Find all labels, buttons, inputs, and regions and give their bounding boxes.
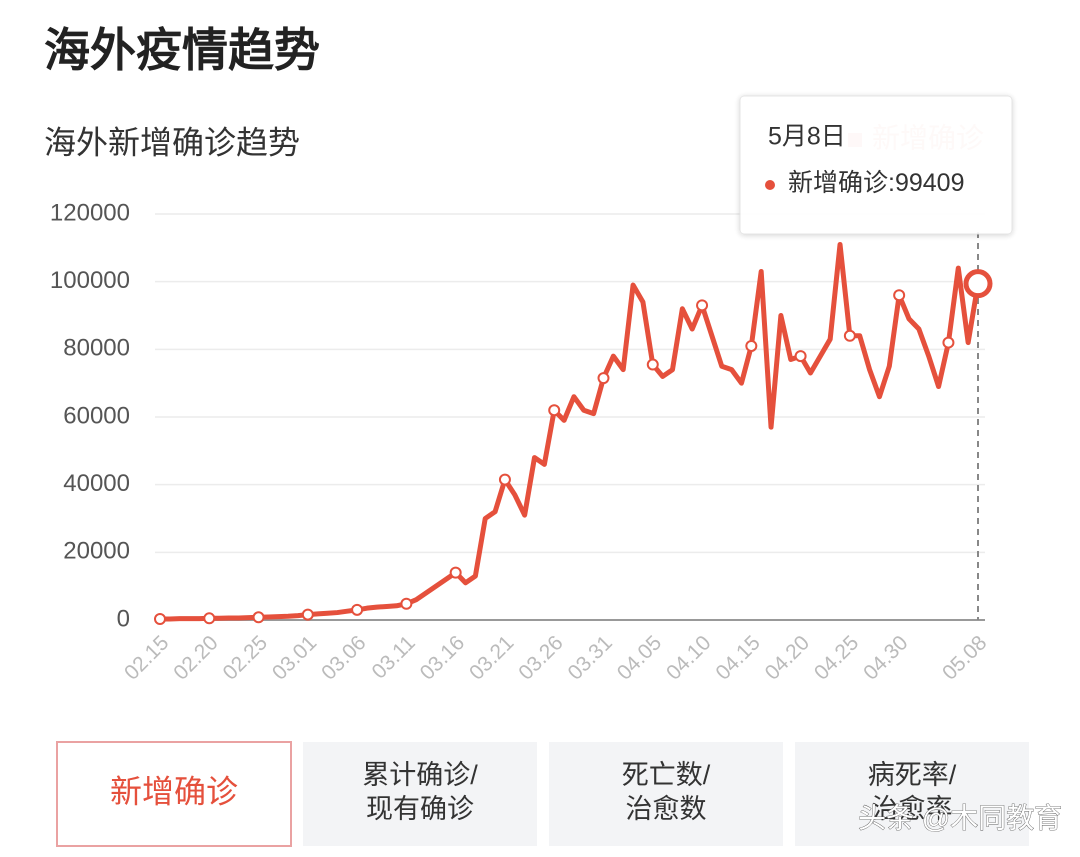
x-tick-label: 02.20 bbox=[169, 631, 222, 684]
point bbox=[252, 611, 265, 624]
y-tick-label: 100000 bbox=[50, 267, 130, 294]
chart-title: 海外新增确诊趋势 bbox=[44, 124, 300, 160]
y-tick-label: 40000 bbox=[63, 470, 130, 497]
y-tick-label: 80000 bbox=[63, 335, 130, 362]
y-tick-label: 20000 bbox=[63, 538, 130, 565]
x-tick-label: 03.01 bbox=[268, 631, 321, 684]
tab[interactable] bbox=[795, 742, 1029, 846]
x-tick-label: 02.15 bbox=[120, 631, 173, 684]
tabs: 新增确诊 累计确诊/现有确诊 死亡数/治愈数 病死率/治愈率 bbox=[56, 741, 1029, 847]
tooltip-separator: : bbox=[888, 169, 895, 197]
plot: 02000040000600008000010000012000002.1502… bbox=[50, 95, 1013, 685]
tab-label: 治愈率 bbox=[872, 794, 953, 824]
tab-label: 治愈数 bbox=[626, 794, 707, 824]
tooltip-value: 新增确诊:99409 bbox=[788, 169, 965, 197]
point bbox=[597, 372, 610, 385]
tab-label: 新增确诊 bbox=[110, 773, 238, 809]
point bbox=[203, 612, 216, 625]
watermark: 头条 @木同教育 bbox=[858, 802, 1062, 833]
point bbox=[400, 597, 413, 610]
tooltip-series: 新增确诊 bbox=[788, 169, 888, 197]
point bbox=[942, 336, 955, 349]
x-tick-label: 02.25 bbox=[219, 631, 272, 684]
point bbox=[794, 350, 807, 363]
tab-label: 现有确诊 bbox=[366, 794, 474, 824]
x-tick-label: 03.31 bbox=[564, 631, 617, 684]
point bbox=[449, 566, 462, 579]
point bbox=[696, 299, 709, 312]
x-tick-label: 04.30 bbox=[859, 631, 912, 684]
tab-label: 死亡数/ bbox=[622, 760, 711, 790]
point bbox=[154, 612, 166, 625]
x-tick-label: 03.11 bbox=[368, 631, 420, 683]
point bbox=[646, 358, 659, 371]
page-title: 海外疫情趋势 bbox=[44, 24, 320, 76]
point bbox=[351, 603, 364, 616]
x-tick-label: 04.10 bbox=[662, 631, 715, 684]
point bbox=[843, 329, 856, 342]
point bbox=[301, 608, 314, 621]
tab[interactable] bbox=[303, 742, 537, 846]
x-tick-label: 03.06 bbox=[317, 631, 370, 684]
x-tick-label: 03.21 bbox=[465, 631, 518, 684]
x-tick-label: 04.05 bbox=[613, 631, 666, 684]
tooltip-box bbox=[739, 95, 1013, 235]
point bbox=[745, 339, 758, 352]
series-line bbox=[157, 241, 981, 622]
point bbox=[893, 289, 906, 302]
tab-label: 病死率/ bbox=[868, 760, 957, 790]
x-tick-label: 04.25 bbox=[810, 631, 863, 684]
y-tick-label: 60000 bbox=[63, 402, 130, 429]
tab-label: 累计确诊/ bbox=[362, 760, 478, 790]
x-tick-label: 04.20 bbox=[761, 631, 814, 684]
tab[interactable] bbox=[56, 741, 292, 847]
point bbox=[548, 404, 561, 417]
active-point bbox=[963, 269, 993, 299]
tooltip-date: 5月8日 bbox=[768, 123, 846, 151]
tooltip-dot bbox=[765, 180, 775, 190]
tab[interactable] bbox=[549, 742, 783, 846]
y-tick-label: 0 bbox=[117, 605, 130, 632]
x-tick-label: 03.26 bbox=[514, 631, 567, 684]
y-tick-label: 120000 bbox=[50, 199, 130, 226]
x-tick-label: 03.16 bbox=[416, 631, 469, 684]
x-tick-label: 05.08 bbox=[938, 631, 991, 684]
x-tick-label: 04.15 bbox=[711, 631, 764, 684]
point bbox=[498, 473, 511, 486]
tooltip-number: 99409 bbox=[895, 169, 965, 197]
